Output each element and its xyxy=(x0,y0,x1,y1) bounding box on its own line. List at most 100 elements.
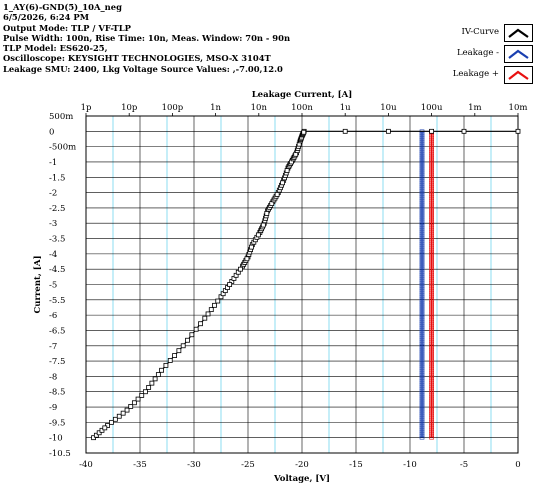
x-tick-label: -30 xyxy=(187,460,201,470)
leakage-point xyxy=(429,270,434,275)
leakage-point xyxy=(419,239,425,244)
x-tick-label: -15 xyxy=(349,460,363,470)
leakage-point xyxy=(419,376,425,381)
iv-point xyxy=(99,427,105,433)
x-tick-label: -10 xyxy=(403,460,417,470)
legend-item-iv-curve[interactable]: IV-Curve xyxy=(439,24,535,45)
leakage-point xyxy=(429,413,434,418)
leakage-point xyxy=(429,229,434,234)
leakage-point xyxy=(419,350,425,354)
leakage-point xyxy=(419,333,425,338)
iv-point xyxy=(112,416,118,422)
header-info: 1_AY(6)-GND(5)_10A_neg 6/5/2026, 6:24 PM… xyxy=(3,2,290,74)
iv-point xyxy=(163,362,169,368)
leakage-point xyxy=(429,217,434,221)
iv-point xyxy=(96,430,102,436)
y-tick-label: -8.5 xyxy=(49,388,65,398)
iv-point xyxy=(120,410,126,416)
y-tick-label: -1.5 xyxy=(49,173,65,183)
legend-item-leakage-minus[interactable]: Leakage - xyxy=(439,45,535,66)
y-tick-label: -4 xyxy=(49,250,57,260)
leakage-point xyxy=(429,284,434,289)
leakage-point xyxy=(429,280,434,285)
leakage-point xyxy=(419,166,425,170)
leakage-point xyxy=(419,409,425,413)
leakage-point xyxy=(429,348,434,352)
y-tick-label: -9 xyxy=(49,403,57,413)
header-line-pulse: Pulse Width: 100n, Rise Time: 10n, Meas.… xyxy=(3,32,291,43)
iv-point xyxy=(284,168,290,173)
leakage-point xyxy=(419,147,425,152)
leakage-point xyxy=(419,137,425,142)
leakage-point xyxy=(419,227,425,232)
iv-point xyxy=(260,222,266,228)
leakage-point xyxy=(419,433,425,438)
leakage-point xyxy=(419,292,425,297)
leakage-point xyxy=(419,266,425,270)
y-tick-label: -2.5 xyxy=(49,204,65,214)
iv-point xyxy=(385,128,391,134)
leakage-point xyxy=(429,201,434,205)
leakage-point xyxy=(419,168,425,172)
header-line-oscilloscope: Oscilloscope: KEYSIGHT TECHNOLOGIES, MSO… xyxy=(3,53,271,64)
leakage-point xyxy=(419,303,425,307)
leakage-point xyxy=(429,327,434,332)
leakage-point xyxy=(419,172,425,177)
leakage-point xyxy=(419,225,425,230)
leakage-point xyxy=(429,278,434,283)
leakage-point xyxy=(429,315,434,319)
leakage-point xyxy=(419,392,425,397)
iv-point xyxy=(146,385,152,390)
leakage-point xyxy=(419,135,425,140)
leakage-point xyxy=(429,256,434,260)
header-line-tlp-model: TLP Model: ES620-25, xyxy=(3,43,108,54)
leakage-point xyxy=(419,223,425,228)
legend-label: IV-Curve xyxy=(461,27,499,37)
x-tick-label: -25 xyxy=(241,460,255,470)
leakage-point xyxy=(419,145,425,150)
y-tick-label: -4.5 xyxy=(49,265,65,275)
leakage-point xyxy=(429,168,434,172)
leakage-point xyxy=(429,178,434,183)
leakage-point xyxy=(429,407,434,411)
leakage-point xyxy=(429,260,434,264)
x-tick-label: -20 xyxy=(295,460,309,470)
leakage-point xyxy=(429,276,434,281)
leakage-point xyxy=(429,329,434,334)
leakage-point xyxy=(419,209,425,213)
iv-point xyxy=(105,423,110,428)
leakage-point xyxy=(419,229,425,234)
leakage-point xyxy=(429,364,434,368)
leakage-point xyxy=(419,243,425,248)
leakage-point xyxy=(419,260,425,264)
legend-label: Leakage + xyxy=(452,69,499,79)
iv-curve-swatch-icon xyxy=(504,24,533,42)
leakage-point xyxy=(419,305,425,309)
leakage-point xyxy=(429,282,434,287)
leakage-point xyxy=(419,370,425,375)
leakage-point xyxy=(429,239,434,244)
leakage-point xyxy=(429,143,434,148)
leakage-point xyxy=(429,405,434,409)
leakage-point xyxy=(429,296,434,301)
leakage-point xyxy=(429,198,434,203)
leakage-point xyxy=(419,368,425,373)
x2-tick-label: 10u xyxy=(380,103,397,113)
leakage-point xyxy=(429,135,434,140)
leakage-point xyxy=(429,433,434,438)
iv-point xyxy=(198,321,203,327)
y-tick-label: -10 xyxy=(49,434,63,444)
leakage-point xyxy=(429,184,434,189)
leakage-point xyxy=(429,427,434,432)
leakage-point xyxy=(429,323,434,328)
leakage-point xyxy=(429,209,434,213)
iv-point xyxy=(152,376,158,382)
legend-item-leakage-plus[interactable]: Leakage + xyxy=(439,66,535,87)
iv-point xyxy=(280,180,285,186)
iv-point xyxy=(202,315,208,321)
leakage-point xyxy=(419,397,425,401)
iv-point xyxy=(124,407,130,413)
leakage-point xyxy=(419,423,425,428)
leakage-point xyxy=(429,225,434,230)
